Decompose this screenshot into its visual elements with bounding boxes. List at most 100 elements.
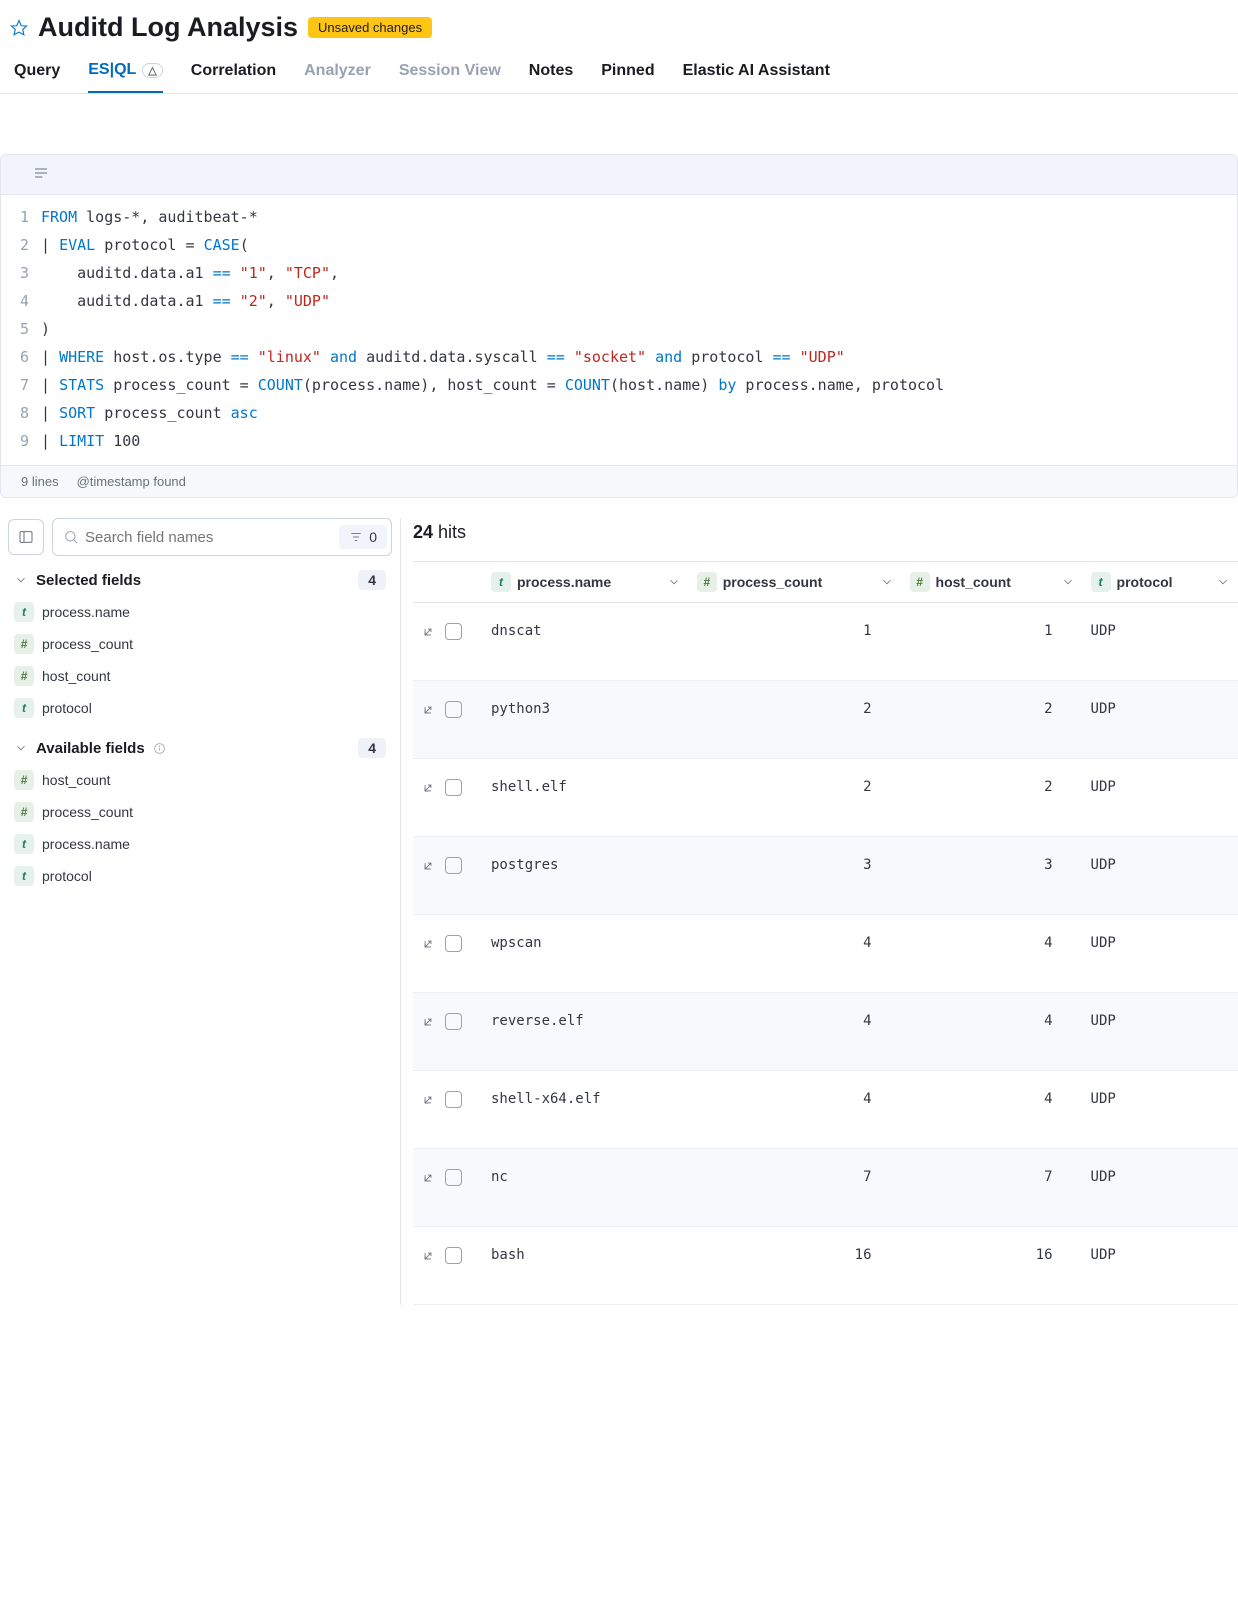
table-row[interactable]: wpscan44UDP (413, 915, 1238, 993)
table-row[interactable]: dnscat11UDP (413, 603, 1238, 681)
tab-elastic-ai-assistant[interactable]: Elastic AI Assistant (683, 61, 830, 93)
text-type-icon: t (14, 866, 34, 886)
column-name: host_count (936, 574, 1011, 590)
row-checkbox[interactable] (445, 935, 462, 952)
cell: 2 (902, 759, 1083, 837)
results-panel: 24 hits tprocess.name#process_count#host… (400, 518, 1238, 1305)
selected-fields-header[interactable]: Selected fields 4 (8, 556, 392, 596)
field-search-input[interactable] (79, 529, 339, 546)
expand-row-icon[interactable] (421, 859, 435, 873)
main-area: 0 Selected fields 4 tprocess.name#proces… (0, 518, 1238, 1305)
table-row[interactable]: postgres33UDP (413, 837, 1238, 915)
column-name: protocol (1117, 574, 1173, 590)
text-type-icon: t (14, 602, 34, 622)
cell: 4 (902, 915, 1083, 993)
chevron-down-icon[interactable] (1216, 575, 1230, 589)
query-editor: 123456789 FROM logs-*, auditbeat-* | EVA… (0, 154, 1238, 498)
expand-row-icon[interactable] (421, 781, 435, 795)
cell: 3 (689, 837, 902, 915)
table-row[interactable]: nc77UDP (413, 1149, 1238, 1227)
cell: UDP (1083, 993, 1238, 1071)
chevron-down-icon[interactable] (1061, 575, 1075, 589)
column-header[interactable]: #process_count (689, 562, 902, 603)
query-body[interactable]: 123456789 FROM logs-*, auditbeat-* | EVA… (1, 195, 1237, 465)
cell: wpscan (483, 915, 689, 993)
table-row[interactable]: shell.elf22UDP (413, 759, 1238, 837)
info-icon[interactable] (153, 742, 166, 755)
available-count: 4 (358, 738, 386, 758)
expand-row-icon[interactable] (421, 625, 435, 639)
expand-row-icon[interactable] (421, 1093, 435, 1107)
tab-session-view: Session View (399, 61, 501, 93)
row-checkbox[interactable] (445, 1013, 462, 1030)
field-item[interactable]: #process_count (8, 796, 392, 828)
expand-row-icon[interactable] (421, 703, 435, 717)
field-item[interactable]: #host_count (8, 764, 392, 796)
field-item[interactable]: #host_count (8, 660, 392, 692)
expand-row-icon[interactable] (421, 1015, 435, 1029)
row-checkbox[interactable] (445, 623, 462, 640)
cell: 1 (689, 603, 902, 681)
field-name: process_count (42, 804, 133, 820)
field-item[interactable]: # process_count (8, 628, 392, 660)
expand-row-icon[interactable] (421, 937, 435, 951)
column-header[interactable]: tprocess.name (483, 562, 689, 603)
page-header: Auditd Log Analysis Unsaved changes (0, 0, 1238, 49)
tab-analyzer: Analyzer (304, 61, 371, 93)
number-type-icon: # (910, 572, 930, 592)
column-header[interactable]: # host_count (902, 562, 1083, 603)
table-row[interactable]: shell-x64.elf44UDP (413, 1071, 1238, 1149)
column-header[interactable]: tprotocol (1083, 562, 1238, 603)
table-row[interactable]: python322UDP (413, 681, 1238, 759)
row-checkbox[interactable] (445, 1169, 462, 1186)
tab-notes[interactable]: Notes (529, 61, 573, 93)
table-row[interactable]: reverse.elf44UDP (413, 993, 1238, 1071)
tab-query[interactable]: Query (14, 61, 60, 93)
search-icon (63, 529, 79, 545)
fields-sidebar: 0 Selected fields 4 tprocess.name#proces… (0, 518, 400, 1305)
tab-es-ql[interactable]: ES|QL△ (88, 61, 163, 93)
query-footer: 9 lines @timestamp found (1, 465, 1237, 497)
field-item[interactable]: tprotocol (8, 860, 392, 892)
row-checkbox[interactable] (445, 857, 462, 874)
chevron-down-icon (14, 573, 28, 587)
code-area[interactable]: FROM logs-*, auditbeat-* | EVAL protocol… (41, 203, 1237, 455)
word-wrap-icon[interactable] (33, 165, 49, 181)
row-checkbox[interactable] (445, 779, 462, 796)
selected-count: 4 (358, 570, 386, 590)
table-row[interactable]: bash1616UDP (413, 1227, 1238, 1305)
row-checkbox[interactable] (445, 1247, 462, 1264)
number-type-icon: # (14, 666, 34, 686)
cell: 3 (902, 837, 1083, 915)
expand-row-icon[interactable] (421, 1171, 435, 1185)
page-title: Auditd Log Analysis (38, 12, 298, 43)
field-item[interactable]: tprotocol (8, 692, 392, 724)
field-name: process.name (42, 836, 130, 852)
chevron-down-icon[interactable] (667, 575, 681, 589)
field-item[interactable]: tprocess.name (8, 596, 392, 628)
column-name: process_count (723, 574, 823, 590)
field-name: process_count (42, 636, 133, 652)
tab-pinned[interactable]: Pinned (601, 61, 654, 93)
field-item[interactable]: tprocess.name (8, 828, 392, 860)
field-name: protocol (42, 700, 92, 716)
cell: reverse.elf (483, 993, 689, 1071)
tab-correlation[interactable]: Correlation (191, 61, 276, 93)
cell: UDP (1083, 1227, 1238, 1305)
cell: postgres (483, 837, 689, 915)
filter-icon (349, 530, 363, 544)
toggle-sidebar-button[interactable] (8, 519, 44, 555)
expand-row-icon[interactable] (421, 1249, 435, 1263)
cell: nc (483, 1149, 689, 1227)
available-fields-header[interactable]: Available fields 4 (8, 724, 392, 764)
chevron-down-icon[interactable] (880, 575, 894, 589)
field-search[interactable]: 0 (52, 518, 392, 556)
row-checkbox[interactable] (445, 1091, 462, 1108)
search-filter-count[interactable]: 0 (339, 525, 387, 549)
cell: UDP (1083, 1071, 1238, 1149)
row-checkbox[interactable] (445, 701, 462, 718)
number-type-icon: # (14, 634, 34, 654)
line-gutter: 123456789 (1, 203, 41, 455)
favorite-star-icon[interactable] (10, 19, 28, 37)
cell: bash (483, 1227, 689, 1305)
